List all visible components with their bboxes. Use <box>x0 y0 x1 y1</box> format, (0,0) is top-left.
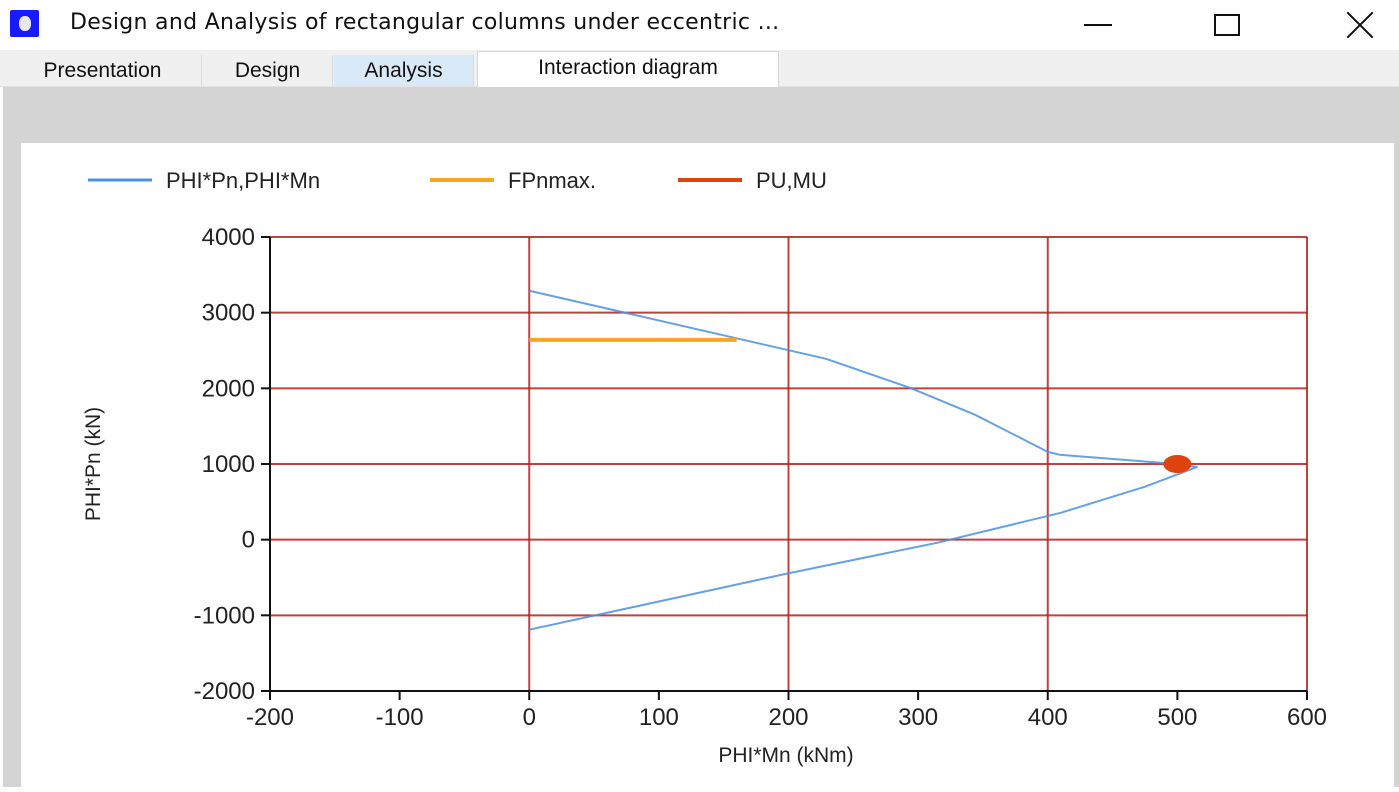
y-tick-label: 1000 <box>202 451 255 478</box>
pu-mu-point <box>1163 455 1192 473</box>
tab-design[interactable]: Design <box>203 55 333 86</box>
tab-interaction-diagram[interactable]: Interaction diagram <box>477 51 779 87</box>
x-axis-label: PHI*Mn (kNm) <box>718 744 853 767</box>
maximize-icon <box>1214 14 1240 36</box>
y-tick-label: -2000 <box>194 678 255 705</box>
interaction-diagram-chart: PHI*Pn,PHI*Mn FPnmax. PU,MU -2000-10000100… <box>82 168 1327 767</box>
y-tick-label: 2000 <box>202 375 255 402</box>
minimize-icon <box>1084 24 1112 26</box>
window-title: Design and Analysis of rectangular colum… <box>70 10 780 35</box>
minimize-button[interactable] <box>1068 0 1128 50</box>
chart-container: PHI*Pn,PHI*Mn FPnmax. PU,MU -2000 -1000 0 100… <box>21 143 1394 787</box>
legend-label: FPnmax. <box>508 168 596 193</box>
x-tick-label: 500 <box>1157 704 1197 731</box>
chart-legend: PHI*Pn,PHI*Mn FPnmax. PU,MU <box>88 168 827 193</box>
x-tick-label: 200 <box>768 704 808 731</box>
y-tick-label: -1000 <box>194 602 255 629</box>
x-tick-label: 100 <box>639 704 679 731</box>
close-icon <box>1346 11 1374 39</box>
y-axis-label: PHI*Pn (kN) <box>82 407 105 521</box>
x-tick-label: 400 <box>1028 704 1068 731</box>
legend-label: PU,MU <box>756 168 827 193</box>
y-tick-label: 3000 <box>202 300 255 327</box>
y-tick-label: 4000 <box>202 224 255 251</box>
x-tick-label: -200 <box>246 704 294 731</box>
x-tick-label: 600 <box>1287 704 1327 731</box>
tab-presentation[interactable]: Presentation <box>4 55 202 86</box>
x-tick-label: -100 <box>376 704 424 731</box>
legend-label: PHI*Pn,PHI*Mn <box>166 168 320 193</box>
x-tick-label: 300 <box>898 704 938 731</box>
y-tick-label: 0 <box>242 527 255 554</box>
x-tick-label: 0 <box>523 704 536 731</box>
chart-grid <box>270 236 1308 691</box>
panel-edge <box>1394 143 1399 787</box>
maximize-button[interactable] <box>1197 0 1257 50</box>
close-button[interactable] <box>1330 0 1390 50</box>
tab-strip: Presentation Design Analysis Interaction… <box>0 50 1399 87</box>
app-icon <box>10 10 39 37</box>
title-bar: Design and Analysis of rectangular colum… <box>0 0 1399 50</box>
chart-series <box>529 289 1198 631</box>
tab-analysis[interactable]: Analysis <box>334 55 474 86</box>
